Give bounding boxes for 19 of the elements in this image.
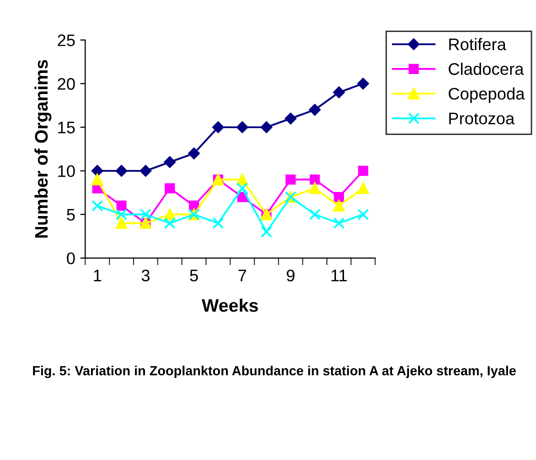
y-tick-label: 0 (66, 252, 75, 264)
y-tick-label: 10 (58, 165, 75, 178)
x-tick-label: 11 (332, 270, 347, 282)
x-axis-title: Weeks (202, 298, 258, 312)
y-tick-label: 5 (66, 209, 75, 221)
y-axis-title: Number of Organims (34, 60, 52, 238)
legend-label: Cladocera (448, 62, 524, 75)
x-tick-label: 9 (286, 270, 294, 282)
y-tick-label: 20 (58, 78, 75, 90)
x-tick-label: 5 (190, 270, 198, 282)
x-tick-label: 1 (94, 270, 102, 282)
x-tick-label: 3 (142, 270, 150, 282)
caption: Fig. 5: Variation in Zooplankton Abundance in station A at Ajeko stream, Iyale (33, 366, 516, 378)
x-tick-label: 7 (238, 270, 246, 282)
legend-label: Rotifera (449, 38, 506, 50)
y-tick-label: 25 (58, 34, 75, 46)
y-tick-label: 15 (58, 122, 75, 134)
legend-label: Copepoda (448, 87, 525, 103)
legend-label: Protozoa (449, 112, 515, 124)
